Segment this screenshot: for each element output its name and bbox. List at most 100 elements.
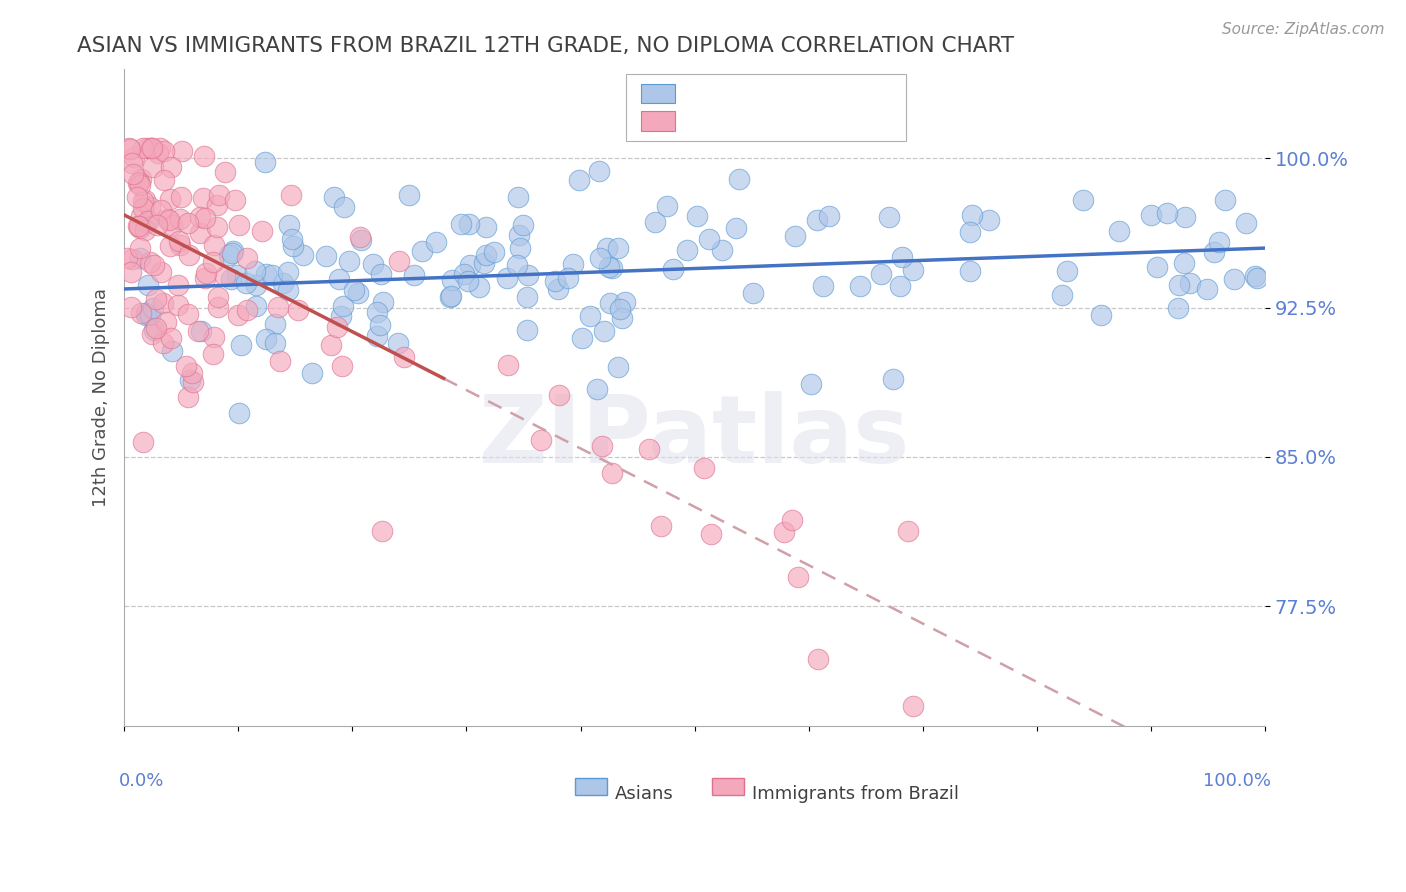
- Point: [301, 366, 323, 380]
- Point: [1156, 206, 1178, 220]
- Point: [121, 167, 143, 181]
- Point: [882, 371, 904, 385]
- Point: [152, 336, 174, 351]
- Point: [260, 268, 283, 283]
- Text: Source: ZipAtlas.com: Source: ZipAtlas.com: [1222, 22, 1385, 37]
- Point: [228, 406, 250, 420]
- Text: 120: 120: [858, 112, 898, 130]
- Point: [207, 198, 229, 212]
- Point: [440, 273, 463, 287]
- Point: [959, 225, 981, 239]
- Point: [516, 323, 538, 337]
- Point: [226, 268, 249, 282]
- Point: [143, 258, 166, 272]
- Point: [457, 218, 479, 232]
- Point: [194, 271, 217, 285]
- Point: [121, 252, 143, 267]
- Point: [613, 295, 636, 310]
- Point: [222, 244, 245, 258]
- Point: [366, 329, 388, 343]
- Point: [1173, 256, 1195, 270]
- Point: [191, 190, 214, 204]
- Point: [271, 276, 294, 290]
- Point: [146, 146, 169, 161]
- Point: [655, 199, 678, 213]
- Point: [159, 238, 181, 252]
- Point: [129, 241, 152, 255]
- Point: [319, 338, 342, 352]
- Point: [903, 698, 925, 713]
- Point: [127, 219, 149, 233]
- Point: [139, 141, 162, 155]
- Point: [891, 250, 914, 264]
- Point: [1180, 277, 1202, 291]
- Point: [170, 144, 193, 158]
- Point: [152, 144, 174, 158]
- Point: [132, 141, 155, 155]
- Point: [120, 300, 142, 314]
- Text: 100.0%: 100.0%: [1202, 772, 1271, 789]
- Point: [278, 218, 301, 232]
- Point: [253, 154, 276, 169]
- Point: [676, 244, 699, 258]
- Point: [1204, 245, 1226, 260]
- Text: 0.117: 0.117: [733, 83, 794, 102]
- Point: [366, 305, 388, 319]
- Point: [129, 306, 152, 320]
- Point: [141, 141, 163, 155]
- Point: [315, 249, 337, 263]
- Point: [139, 141, 162, 155]
- Point: [1167, 278, 1189, 293]
- Point: [598, 260, 620, 274]
- Point: [870, 268, 893, 282]
- Point: [710, 243, 733, 257]
- Point: [277, 265, 299, 279]
- Point: [177, 390, 200, 404]
- Point: [323, 190, 346, 204]
- Point: [398, 187, 420, 202]
- Text: 146: 146: [858, 83, 898, 102]
- Point: [475, 248, 498, 262]
- Point: [496, 271, 519, 285]
- Point: [1167, 301, 1189, 315]
- Point: [337, 254, 360, 268]
- Point: [897, 524, 920, 538]
- Point: [557, 271, 579, 285]
- Point: [202, 255, 225, 269]
- Point: [135, 216, 157, 230]
- Point: [236, 302, 259, 317]
- Point: [496, 359, 519, 373]
- Point: [177, 306, 200, 320]
- Point: [889, 279, 911, 293]
- Point: [142, 301, 165, 315]
- Point: [252, 224, 274, 238]
- Point: [330, 310, 353, 324]
- Point: [349, 229, 371, 244]
- Point: [600, 466, 623, 480]
- Text: ASIAN VS IMMIGRANTS FROM BRAZIL 12TH GRADE, NO DIPLOMA CORRELATION CHART: ASIAN VS IMMIGRANTS FROM BRAZIL 12TH GRA…: [77, 36, 1015, 55]
- Point: [132, 434, 155, 449]
- Point: [1108, 224, 1130, 238]
- Text: N =: N =: [801, 83, 846, 101]
- Point: [1197, 282, 1219, 296]
- Point: [1140, 208, 1163, 222]
- Point: [662, 262, 685, 277]
- Point: [170, 190, 193, 204]
- Point: [156, 212, 179, 227]
- Point: [509, 241, 531, 255]
- Point: [512, 218, 534, 232]
- Point: [588, 164, 610, 178]
- Point: [159, 192, 181, 206]
- Point: [235, 277, 257, 291]
- Point: [644, 215, 666, 229]
- Point: [387, 336, 409, 351]
- Point: [373, 294, 395, 309]
- Point: [190, 324, 212, 338]
- Point: [202, 329, 225, 343]
- Point: [411, 244, 433, 258]
- Point: [848, 278, 870, 293]
- Point: [179, 373, 201, 387]
- Point: [145, 293, 167, 307]
- Point: [1090, 308, 1112, 322]
- Point: [219, 272, 242, 286]
